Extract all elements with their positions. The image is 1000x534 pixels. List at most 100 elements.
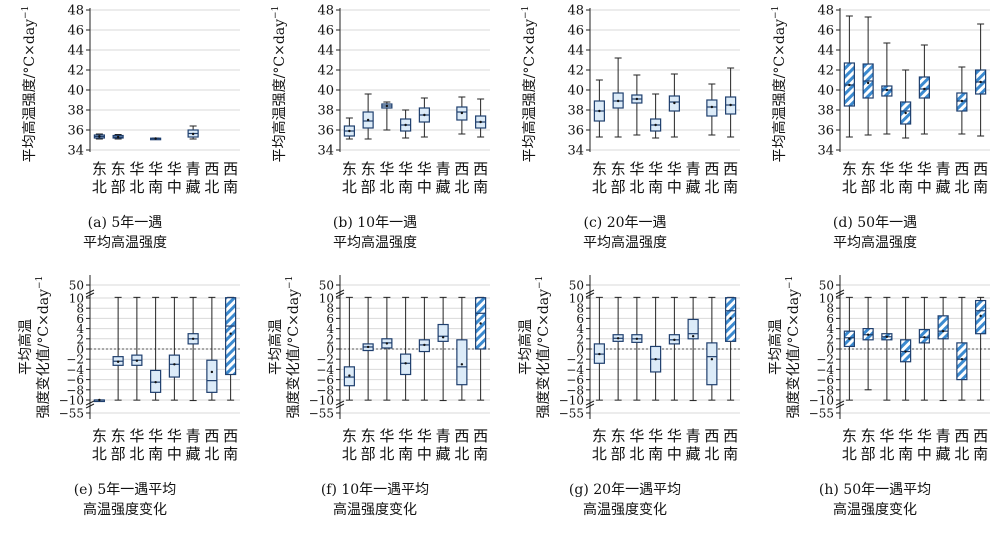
x-tick-label-青藏-top: 青 [436,427,451,445]
mean-marker [154,137,157,140]
mean-marker [348,374,351,377]
box-西南 [475,296,487,401]
gridlines [90,284,240,414]
mean-marker [885,335,889,338]
box-华中 [668,296,680,401]
box-华北 [381,296,393,401]
caption-a-line2: 平均高温强度 [83,235,167,251]
axis-break-1-1 [835,403,845,409]
x-tick-label-华北-top: 华 [379,160,394,178]
y-tick-label-5: 44 [317,44,334,59]
mean-marker [135,359,139,362]
x-tick-label-东部-bottom: 部 [861,445,876,463]
mean-marker [923,336,926,339]
y-tick-label-4: 42 [67,64,84,79]
y-tick-label-5: −2 [816,353,834,367]
box-iqr [687,318,699,340]
x-tick-label-西北-top: 西 [954,427,969,445]
mean-marker [98,135,101,138]
x-tick-label-青藏-top: 青 [186,427,201,445]
boxes [343,296,487,402]
mean-marker [866,81,870,85]
x-tick-label-东北-bottom: 北 [842,178,857,196]
x-tick-label-青藏-top: 青 [186,160,201,178]
y-tick-label-6: 0 [326,343,334,357]
x-tick-label-西北-top: 西 [454,427,469,445]
x-tick-label-华中-bottom: 中 [167,178,182,196]
y-tick-label-0: 34 [567,144,584,159]
x-tick-label-西北-bottom: 北 [954,445,969,463]
mean-marker [923,87,926,91]
y-axis-label-sup: −1 [521,6,531,19]
box-华南 [150,137,162,141]
box-西南 [225,296,237,401]
box-华中 [668,73,680,138]
y-axis-label-text: 平均高温强度/°C×day−1 [771,6,788,163]
x-tick-label-东北-top: 东 [342,160,357,178]
mean-marker [154,380,157,384]
x-tick-label-华北-bottom: 北 [129,445,144,463]
x-tick-label-东北-top: 东 [842,160,857,178]
box-iqr [456,339,468,386]
y-tick-label-9: 6 [576,312,584,326]
box-青藏 [687,296,699,402]
y-axis-label: 平均高温强度/°C×day−1 [771,6,788,163]
mean-marker [479,120,482,124]
x-tick-label-华北-top: 华 [629,427,644,445]
box-东部 [862,296,874,391]
y-tick-label-1: 36 [67,124,84,139]
y-tick-label-5: −2 [316,353,334,367]
mean-marker [460,111,464,115]
mean-marker [598,109,601,113]
x-tick-label-西南-top: 西 [723,160,738,178]
x-tick-label-华北-top: 华 [629,160,644,178]
x-tick-label-华南-top: 华 [648,160,663,178]
box-iqr [225,297,237,376]
mean-marker [229,332,232,335]
y-axis-label-line-0: 平均高温 [517,319,534,375]
y-axis-label-line-1: 强度变化值/°C×day−1 [535,276,552,419]
y-tick-label-2: −8 [566,383,584,397]
y-axis-label-sup: −1 [285,276,295,289]
box-iqr [918,76,930,99]
y-axis-label-line-0: 平均高温 [767,319,784,375]
x-tick-label-华南-bottom: 南 [898,445,913,463]
box-西南 [725,67,737,138]
y-tick-label-10: 8 [576,302,584,316]
x-tick-label-东北-top: 东 [92,160,107,178]
x-tick-label-东部-top: 东 [611,427,626,445]
x-tick-label-华南-top: 华 [898,427,913,445]
y-axis-label-text: 平均高温强度/°C×day−1 [521,6,538,163]
x-tick-label-青藏-top: 青 [436,160,451,178]
y-tick-label-3: 40 [317,84,334,99]
axis-break-0-0 [585,289,595,295]
caption-a: (a) 5年一遇 平均高温强度 [0,213,250,253]
gridlines [340,284,490,414]
x-tick-label-华南-top: 华 [398,160,413,178]
box-华南 [650,296,662,401]
box-西北 [956,296,968,401]
y-tick-label-6: 0 [76,343,84,357]
x-tick-label-东部-bottom: 部 [611,178,626,196]
x-tick-label-华北-top: 华 [879,427,894,445]
caption-b-line2: 平均高温强度 [333,235,417,251]
x-tick-label-东北-bottom: 北 [92,178,107,196]
y-axis-label-sup: −1 [535,276,545,289]
caption-e: (e) 5年一遇平均 高温强度变化 [0,480,250,520]
mean-marker [691,335,695,338]
y-tick-label-4: −4 [816,363,834,377]
y-tick-label-1: 36 [817,124,834,139]
y-tick-label-1: 36 [317,124,334,139]
x-tick-label-华北-top: 华 [879,160,894,178]
x-tick-label-东部-bottom: 部 [361,178,376,196]
axis-break-1-0 [835,400,845,406]
x-tick-label-西北-bottom: 北 [454,178,469,196]
x-tick-label-东北-bottom: 北 [592,178,607,196]
y-tick-label-1: −10 [559,394,584,408]
